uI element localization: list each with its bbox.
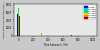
X-axis label: Time harmonic (Hz): Time harmonic (Hz) <box>43 43 68 47</box>
Bar <box>18 8 19 36</box>
Bar <box>71 35 72 36</box>
Y-axis label: Radial force per unit area (N/m²): Radial force per unit area (N/m²) <box>3 2 4 38</box>
Bar <box>17 14 18 36</box>
Legend: 0 deg, 10 deg, 20 deg, 30 deg, 40 deg, 50 deg: 0 deg, 10 deg, 20 deg, 30 deg, 40 deg, 5… <box>83 5 96 19</box>
Bar <box>41 33 42 36</box>
